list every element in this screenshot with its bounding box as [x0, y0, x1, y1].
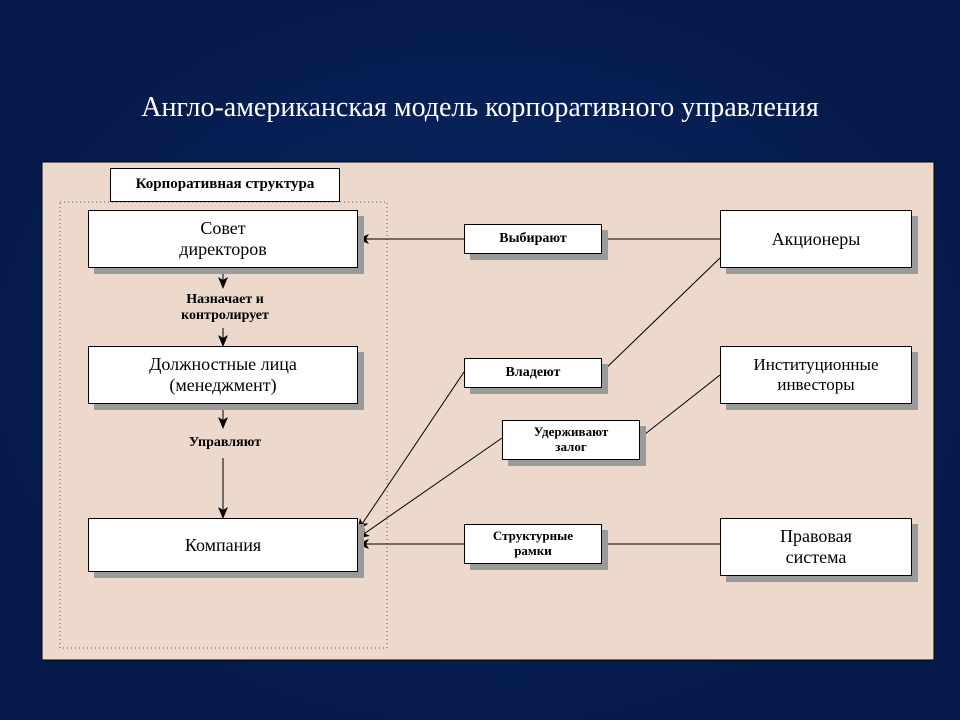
slide: Англо-американская модель корпоративного… [0, 0, 960, 720]
node-frames: Структурные рамки [464, 524, 602, 564]
node-board: Совет директоров [88, 210, 358, 268]
node-choose: Выбирают [464, 224, 602, 254]
node-investors: Институционные инвесторы [720, 346, 912, 404]
node-shareholders: Акционеры [720, 210, 912, 268]
node-corp_label: Корпоративная структура [110, 168, 340, 202]
node-appoint_lbl: Назначает и контролирует [150, 288, 300, 328]
node-company: Компания [88, 518, 358, 572]
node-manage_lbl: Управляют [150, 428, 300, 458]
node-own: Владеют [464, 358, 602, 388]
node-managers: Должностные лица (менеджмент) [88, 346, 358, 404]
node-legal: Правовая система [720, 518, 912, 576]
node-hold: Удерживают залог [502, 420, 640, 460]
